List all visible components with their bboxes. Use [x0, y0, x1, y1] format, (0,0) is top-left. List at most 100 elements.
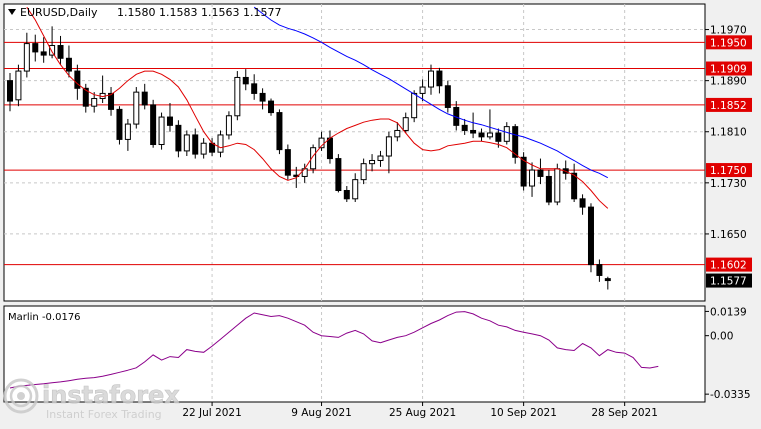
- candle: [444, 80, 451, 113]
- candle-body-down: [326, 137, 333, 160]
- candle: [470, 112, 477, 139]
- current-price-label-bg: [706, 273, 752, 288]
- candle-body-up: [15, 70, 22, 101]
- candle-body-down: [276, 112, 283, 151]
- candle: [343, 186, 350, 202]
- price-tick-label: 1.1730: [710, 178, 747, 190]
- candle: [192, 128, 199, 159]
- candle-body-up: [385, 136, 392, 157]
- candle-body-down: [335, 158, 342, 192]
- candle: [411, 90, 418, 123]
- candle: [268, 98, 275, 116]
- candle: [579, 194, 586, 215]
- candle: [512, 124, 519, 164]
- candle: [225, 111, 232, 140]
- candle-body-up: [419, 86, 426, 94]
- candle-body-up: [310, 147, 317, 170]
- candle: [529, 162, 536, 197]
- candle-body-up: [377, 155, 384, 161]
- candle-body-down: [57, 45, 64, 59]
- triangle-down-icon[interactable]: [8, 9, 16, 15]
- candle: [537, 158, 544, 185]
- price-pane[interactable]: [3, 3, 706, 302]
- candle-body-up: [200, 142, 207, 155]
- candle: [32, 34, 39, 62]
- candle-body-down: [444, 85, 451, 108]
- candle-body-down: [40, 51, 47, 56]
- candle-body-down: [242, 76, 249, 85]
- horizontal-levels[interactable]: 1.1950 1.1909 1.1852 1.1750 1.1602: [4, 35, 752, 272]
- candle-body-up: [428, 70, 434, 88]
- level-label-bg: [706, 35, 752, 50]
- candle: [545, 170, 552, 206]
- ohlc-readout: 1.1580 1.1583 1.1563 1.1577: [117, 6, 281, 19]
- level-label-bg: [706, 257, 752, 272]
- candle-body-down: [545, 175, 552, 203]
- instaforex-watermark: instaforex Instant Forex Trading: [3, 378, 181, 421]
- candle: [335, 154, 342, 193]
- candle-body-down: [495, 132, 502, 142]
- candle: [385, 131, 392, 174]
- candle: [503, 122, 510, 145]
- candle: [166, 103, 173, 132]
- oscillator-title: Marlin -0.0176: [8, 312, 81, 323]
- candle: [310, 144, 317, 174]
- candle-body-down: [116, 108, 123, 140]
- candle-body-down: [251, 83, 258, 94]
- candle-body-up: [49, 45, 56, 56]
- price-tick-label: 1.1650: [710, 229, 747, 241]
- candle-body-down: [259, 92, 266, 102]
- candle: [242, 69, 249, 91]
- candle: [352, 173, 359, 202]
- candle-body-down: [166, 116, 173, 126]
- candle: [571, 163, 578, 202]
- candle-body-down: [461, 124, 468, 131]
- candle: [217, 130, 224, 158]
- time-tick-label: 22 Jul 2021: [182, 407, 241, 419]
- time-tick-label: 9 Aug 2021: [291, 407, 352, 419]
- watermark-brand: instaforex: [42, 381, 180, 409]
- candle: [520, 152, 527, 191]
- candle-body-down: [284, 149, 291, 176]
- candle-body-up: [486, 132, 493, 138]
- level-label: 1.1750: [710, 165, 747, 177]
- candle-body-down: [571, 172, 578, 200]
- time-axis[interactable]: 22 Jul 2021 9 Aug 2021 25 Aug 2021 10 Sep 2…: [182, 402, 658, 419]
- candle-body-up: [91, 98, 98, 107]
- candle-body-down: [587, 206, 594, 266]
- osc-tick-label: -0.0335: [710, 389, 751, 401]
- candle: [200, 138, 207, 159]
- price-tick-label: 1.1810: [710, 127, 747, 139]
- slow-moving-average-line: [253, 6, 609, 179]
- candle: [91, 92, 98, 113]
- fast-moving-average-line: [26, 6, 609, 209]
- osc-tick-label: 0.0139: [710, 306, 747, 318]
- candle-body-up: [503, 126, 510, 142]
- candle-body-down: [32, 43, 39, 53]
- instaforex-logo-icon: [3, 378, 39, 414]
- candle-body-down: [520, 156, 527, 187]
- candle: [133, 87, 140, 129]
- candle-body-down: [74, 70, 81, 89]
- level-label: 1.1852: [710, 100, 747, 112]
- current-price-label: 1.1577: [710, 276, 747, 288]
- candle: [284, 144, 291, 180]
- candle: [57, 35, 64, 65]
- marlin-oscillator: [9, 311, 659, 389]
- candle: [124, 118, 131, 151]
- candle: [596, 259, 603, 282]
- price-tick-label: 1.1970: [710, 25, 747, 37]
- candle-body-down: [579, 198, 586, 208]
- candle-body-up: [402, 117, 409, 131]
- oscillator-pane[interactable]: [3, 305, 706, 403]
- price-tick-label: 1.1890: [710, 76, 747, 88]
- price-axis[interactable]: 1.1970 1.1890 1.1810 1.1730 1.1650 1.1577 0.01…: [705, 25, 752, 402]
- watermark-tagline: Instant Forex Trading: [46, 408, 162, 421]
- candle-body-up: [158, 116, 165, 146]
- candle-body-down: [436, 70, 443, 87]
- candle: [7, 72, 13, 112]
- candle-body-down: [604, 278, 611, 282]
- candle: [486, 109, 493, 140]
